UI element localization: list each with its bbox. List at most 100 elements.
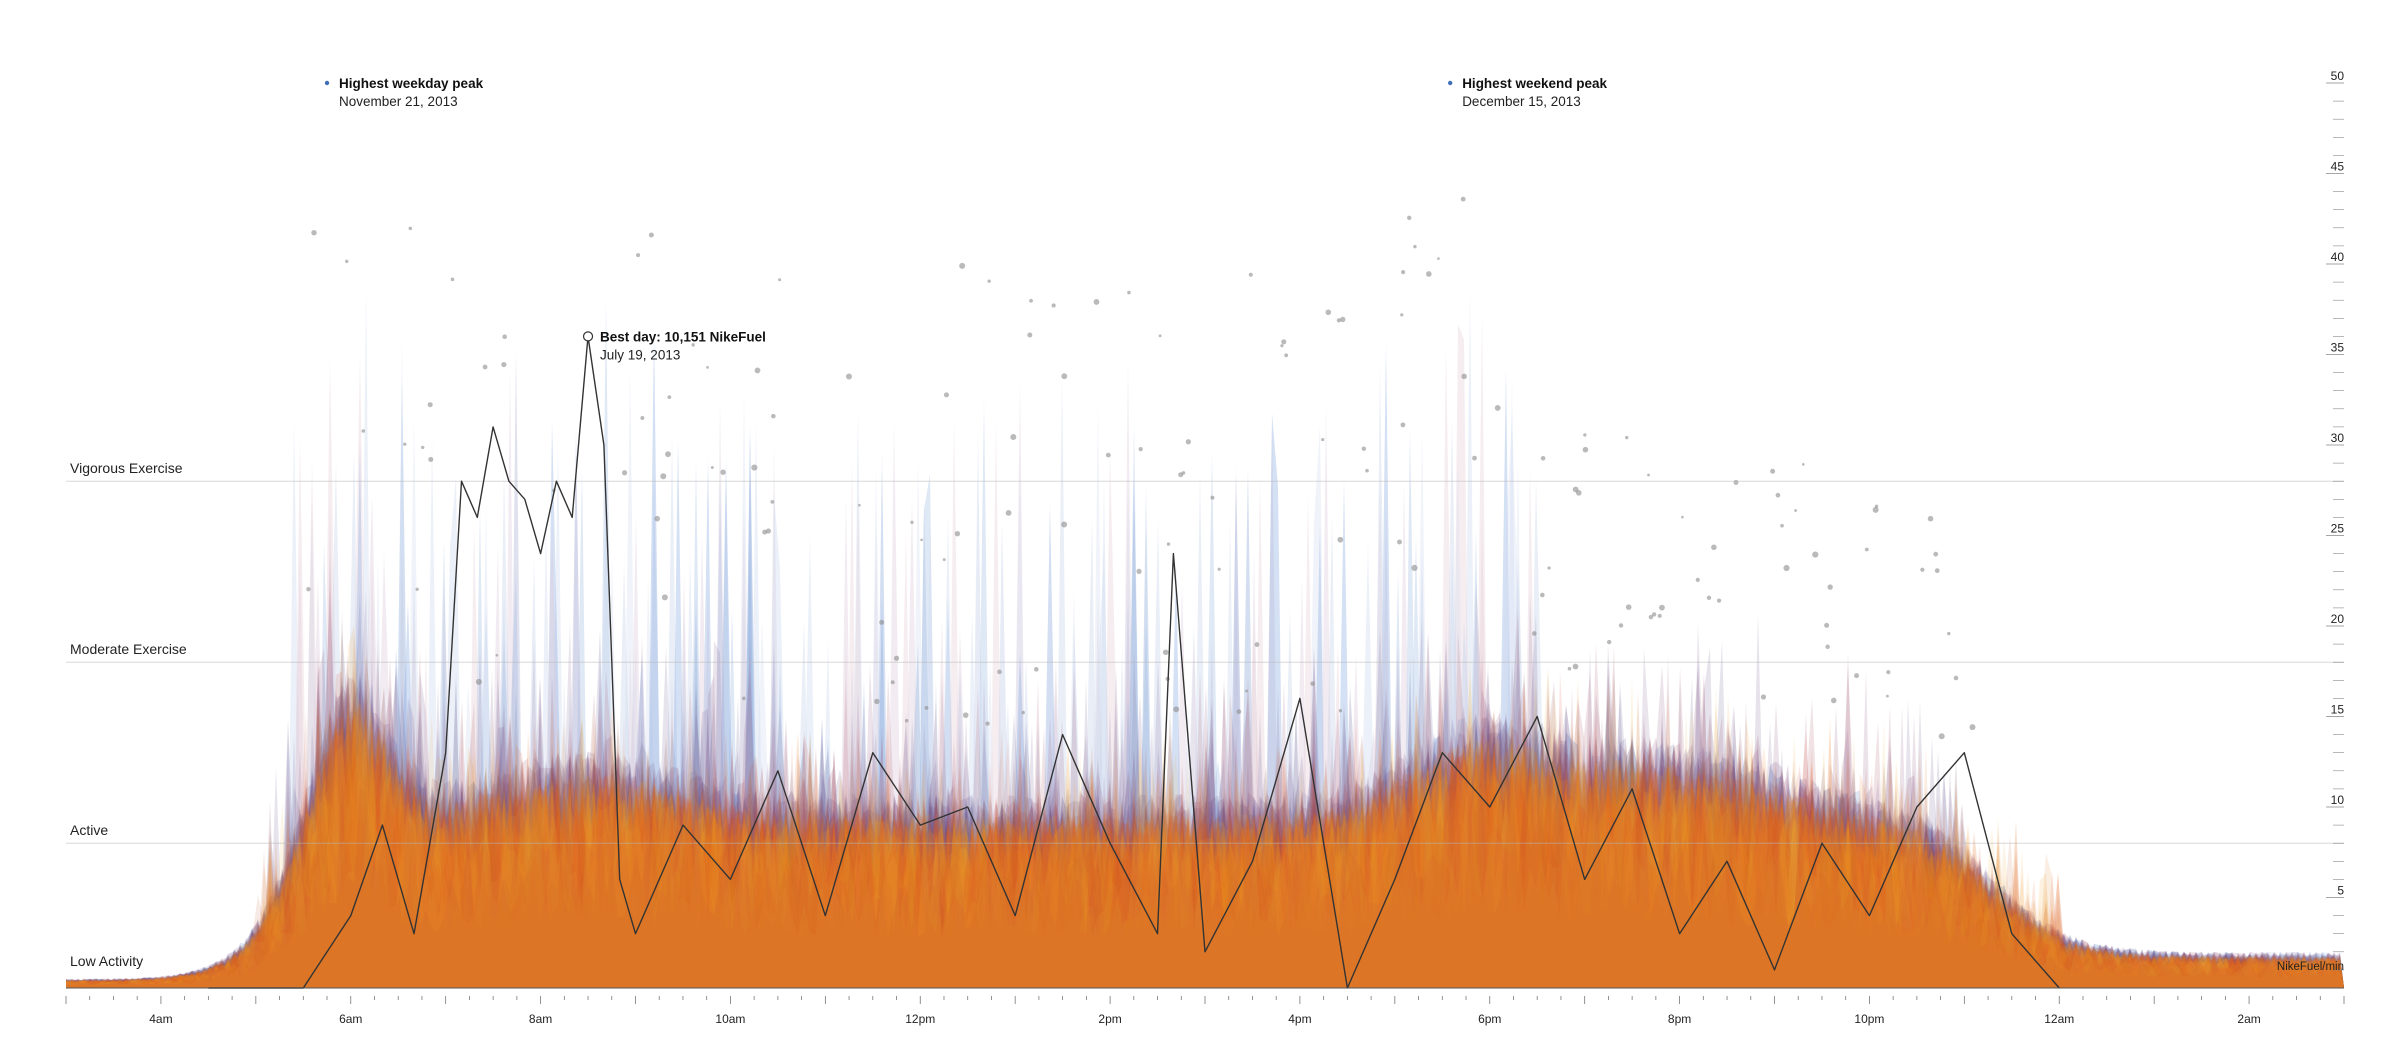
day-area [66,611,2344,988]
peak-dot [1494,405,1501,411]
day-area [66,429,2344,988]
y-unit-label: NikeFuel/min [2277,961,2344,973]
peak-dot [1361,446,1367,451]
day-area [66,368,2344,988]
peak-dot [845,373,852,380]
peak-dot [502,334,507,340]
day-area [66,341,2344,989]
peak-dot [495,654,499,657]
peak-dot [754,367,761,374]
peak-dot [1969,724,1976,731]
best-day-line [208,335,2060,989]
day-area [66,407,2344,988]
annotation-date: November 21, 2013 [339,94,458,109]
peak-dot [1812,551,1819,558]
day-area [66,706,2344,988]
y-tick-label: 5 [2337,884,2344,898]
day-area [66,648,2344,988]
day-area [66,343,2344,989]
y-tick-label: 25 [2331,522,2345,536]
peak-dot [1854,673,1860,679]
peak-dot [1338,709,1343,713]
day-area [66,737,2344,988]
peak-dot [1337,536,1344,543]
day-area [66,324,2344,988]
day-area [66,743,2344,988]
peak-dot [770,499,775,504]
peak-dot [403,442,407,446]
day-area [66,621,2344,988]
day-area [66,707,2344,988]
day-area [66,716,2344,988]
peak-dot [501,361,507,368]
day-area [66,711,2344,988]
day-area [66,688,2344,988]
day-area [66,706,2344,988]
peak-dot [1934,568,1940,574]
peak-dot [1938,733,1945,740]
day-area [66,289,2344,988]
peak-dot [427,402,433,408]
day-area [66,703,2344,988]
peak-dot [648,232,654,238]
annotation-title: Highest weekend peak [1462,76,1607,91]
day-area [66,707,2344,988]
peak-dot [1733,479,1739,485]
day-area [66,632,2344,988]
day-area [66,681,2344,988]
peak-dot [1572,663,1579,670]
day-area [66,675,2344,988]
day-area [66,612,2344,988]
peak-dot [1236,709,1242,715]
peak-dot [1651,612,1657,617]
peak-dot [1336,318,1341,323]
day-area [66,311,2344,988]
day-area [66,678,2344,988]
day-area [66,635,2344,988]
peak-dot [959,262,966,269]
peak-dots [306,196,1976,740]
peak-dot [1648,614,1654,620]
peak-dot [1927,515,1934,522]
day-area [66,735,2344,988]
peak-dot [636,253,641,258]
peak-dot [997,669,1002,675]
peak-dot [1947,631,1951,636]
peak-dot [1136,568,1142,574]
y-tick-label: 10 [2331,793,2345,807]
day-area [66,417,2344,988]
peak-dot [1061,521,1068,528]
day-area [66,713,2344,988]
peak-dot [1061,373,1068,380]
peak-dot [1706,595,1712,600]
day-area [66,640,2344,988]
peak-dot [1711,544,1717,551]
y-tick-label: 15 [2331,703,2345,717]
peak-dot [710,466,714,470]
annotation-date: July 19, 2013 [600,347,680,362]
day-area [66,631,2344,988]
peak-dot [924,706,929,710]
best-day-series [208,335,2060,989]
peak-dot [1472,455,1477,461]
peak-dot [1365,468,1369,473]
day-area [66,300,2344,988]
peak-dot [1093,299,1100,305]
peak-dot [1051,303,1056,308]
peak-dot [345,259,349,264]
peak-dot [428,456,434,462]
day-area [66,628,2344,988]
peak-dot [1027,332,1033,338]
peak-dot [1340,316,1346,323]
day-area [66,413,2344,988]
peak-dot [985,721,990,726]
peak-dot [1411,564,1418,571]
peak-dot [1864,547,1869,552]
day-area [66,701,2344,988]
y-tick-label: 35 [2331,341,2345,355]
day-area [66,671,2344,988]
day-area [66,392,2344,988]
day-area [66,674,2344,988]
band-label: Active [70,822,108,838]
